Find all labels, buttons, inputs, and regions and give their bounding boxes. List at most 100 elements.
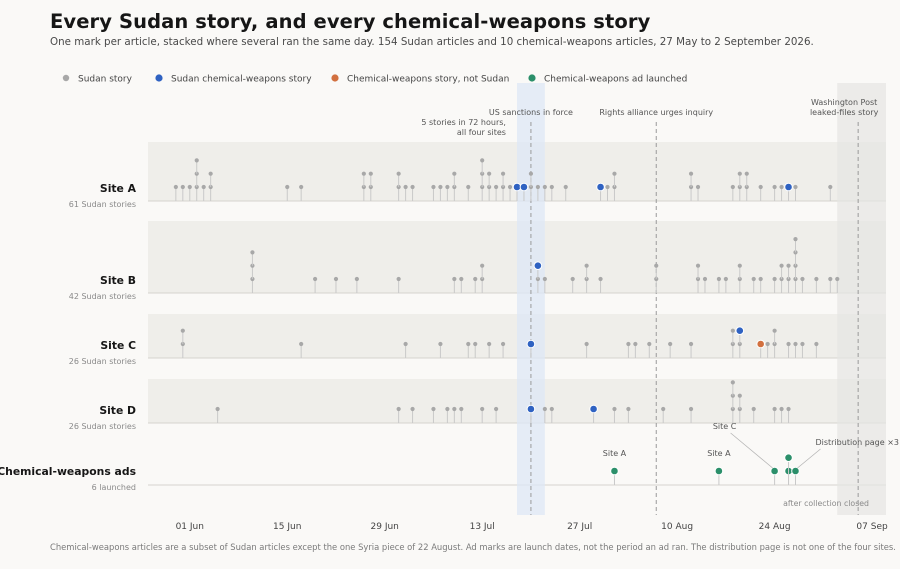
site-a-point-sudan — [208, 171, 213, 176]
site-a-point-sudan — [180, 184, 185, 190]
site-d-point-sudan — [661, 406, 666, 412]
site-a-point-sudan — [201, 184, 206, 190]
site-d-point-sudan — [431, 406, 436, 412]
site-a-label: Site A — [100, 182, 137, 195]
site-d-point-sudan — [737, 393, 742, 398]
ads-row-caption: 6 launched — [92, 483, 136, 492]
collection-closed-label: after collection closed — [783, 499, 869, 508]
chart-title: Every Sudan story, and every chemical-we… — [50, 10, 651, 33]
site-a-point-sudan — [549, 184, 554, 190]
legend-swatch-ad — [528, 74, 536, 82]
site-a-point-sudan — [410, 184, 415, 190]
annotation-1-line2: all four sites — [457, 128, 506, 137]
x-tick-label-8: 07 Sep — [856, 522, 888, 532]
site-b-point-sudan — [570, 276, 575, 282]
event-label-3-line2: leaked-files story — [810, 108, 879, 117]
x-tick-label-7: 24 Aug — [759, 522, 791, 532]
ad-label-2: Site A — [707, 449, 731, 458]
site-a-point-sudan — [452, 171, 457, 176]
site-a-point-sudan — [737, 171, 742, 176]
site-d-point-sudan — [772, 406, 777, 412]
site-d-point-sudan — [688, 406, 694, 412]
site-d-point-sudan — [445, 406, 450, 412]
site-b-point-sudan — [695, 263, 701, 268]
site-b-point-sudan — [779, 263, 784, 268]
ad-point — [784, 453, 793, 463]
site-c-point-sudan — [814, 341, 819, 347]
site-d-point-sudan — [396, 406, 401, 412]
site-a-point-sudan — [612, 171, 617, 176]
site-c-point-sudan — [584, 341, 589, 347]
site-d-point-sudan — [549, 406, 554, 412]
site-c-point-sudan — [765, 341, 770, 347]
site-a-point-sudan — [828, 184, 833, 190]
site-a-point-sudan — [466, 184, 471, 190]
site-c-point-sudan — [500, 341, 506, 347]
site-a-point-sudan_cw — [784, 182, 793, 192]
site-a-point-sudan_cw — [596, 182, 605, 192]
annotation-1-line1: 5 stories in 72 hours, — [421, 118, 506, 127]
x-tick-label-1: 01 Jun — [176, 522, 204, 532]
site-b-point-sudan — [396, 276, 401, 282]
site-b-point-sudan — [828, 276, 833, 282]
site-c-point-sudan — [688, 341, 694, 347]
site-a-point-sudan — [542, 184, 547, 190]
site-c-point-sudan — [800, 341, 805, 347]
site-b-point-sudan — [542, 276, 547, 282]
site-a-point-sudan — [480, 158, 485, 163]
site-c-point-sudan — [626, 341, 631, 347]
ad-point — [770, 466, 779, 476]
site-a-point-sudan — [688, 171, 694, 176]
site-a-point-sudan — [487, 171, 492, 176]
ad-label-3: Site C — [713, 422, 737, 431]
site-b-point-sudan — [480, 263, 485, 268]
site-a-caption: 61 Sudan stories — [69, 200, 136, 209]
site-a-point-sudan — [793, 184, 798, 190]
site-c-point-sudan — [473, 341, 478, 347]
legend-label-cw_not_sudan: Chemical-weapons story, not Sudan — [347, 75, 509, 85]
event-label-1: US sanctions in force — [489, 108, 573, 117]
legend-swatch-sudan — [62, 74, 70, 82]
chart-subtitle: One mark per article, stacked where seve… — [50, 36, 814, 48]
ad-label-6: Distribution page ×3 — [815, 438, 899, 447]
site-d-point-sudan — [779, 406, 784, 412]
site-a-point-sudan — [368, 171, 373, 176]
site-d-point-sudan — [215, 406, 220, 412]
site-b-point-sudan — [654, 263, 659, 268]
site-d-point-sudan — [612, 406, 617, 412]
site-d-point-sudan_cw — [589, 404, 598, 414]
site-a-point-sudan — [507, 184, 513, 190]
collection-closed-shade — [837, 83, 886, 515]
site-d-point-sudan_cw — [526, 404, 536, 414]
site-a-point-sudan — [730, 184, 735, 190]
site-a-point-sudan — [431, 184, 436, 190]
legend-label-sudan: Sudan story — [78, 75, 133, 85]
site-b-label: Site B — [100, 274, 136, 287]
site-a-point-sudan — [494, 184, 499, 190]
ad-leader-3 — [730, 432, 773, 469]
site-d-point-sudan — [786, 406, 791, 412]
x-tick-label-6: 10 Aug — [661, 522, 693, 532]
site-a-point-sudan — [744, 171, 749, 176]
site-c-point-sudan_cw — [735, 326, 745, 336]
site-b-point-sudan — [723, 276, 728, 282]
site-d-point-sudan — [626, 406, 631, 412]
site-a-point-sudan — [695, 184, 701, 190]
site-a-point-sudan_cw — [512, 182, 522, 192]
site-c-caption: 26 Sudan stories — [69, 357, 136, 366]
site-c-point-sudan — [180, 328, 185, 333]
site-c-point-sudan — [793, 341, 798, 347]
site-c-point-sudan — [772, 328, 777, 333]
site-a-point-sudan — [500, 171, 506, 176]
site-b-point-sudan — [473, 276, 478, 282]
site-b-point-sudan — [250, 250, 255, 255]
site-c-point-sudan — [730, 328, 735, 333]
site-d-point-sudan — [751, 406, 756, 412]
site-d-point-sudan — [730, 380, 735, 385]
site-b-point-sudan — [354, 276, 359, 282]
site-c-point-sudan — [633, 341, 638, 347]
site-c-point-cw_not_sudan — [756, 339, 765, 349]
site-d-point-sudan — [410, 406, 415, 412]
x-tick-label-5: 27 Jul — [567, 522, 592, 532]
